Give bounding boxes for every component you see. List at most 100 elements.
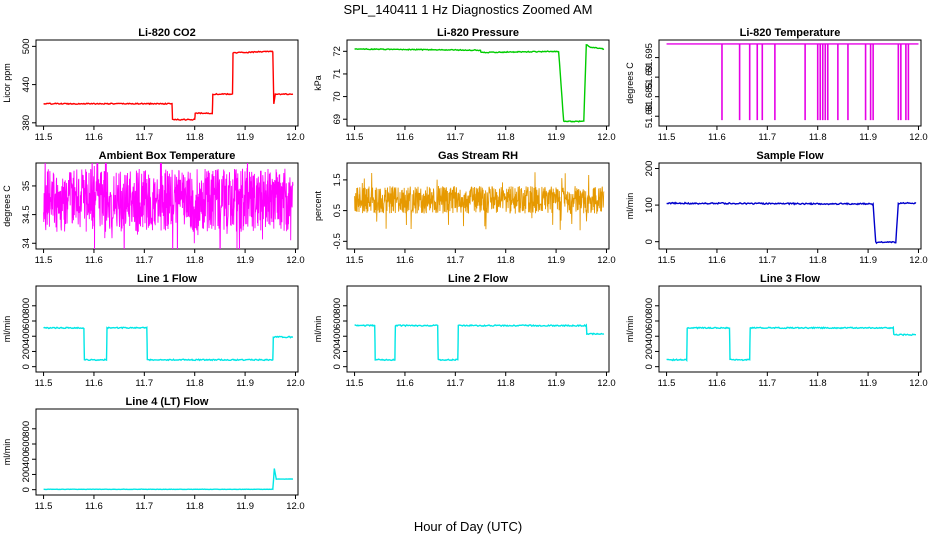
plot-frame: [35, 408, 299, 496]
panel-grid: Li-820 CO2 11.5 11.6 11.7 11.8 11.9 12.0 380 440…: [2, 27, 928, 512]
y-tick-label: 35: [21, 181, 32, 192]
x-tick-label: 11.8: [186, 132, 204, 143]
y-tick-label: 51.695: [644, 43, 655, 72]
y-tick-label: 440: [21, 77, 32, 93]
y-tick-label: 400: [21, 328, 32, 344]
plot-frame: [658, 39, 922, 127]
x-tick-label: 11.8: [809, 378, 827, 389]
x-tick-label: 12.0: [286, 378, 305, 389]
y-tick-label: 600: [644, 313, 655, 329]
series-group: [666, 43, 919, 121]
x-tick-label: 11.6: [85, 132, 103, 143]
y-tick-label: 0.5: [332, 204, 343, 217]
y-tick-label: 70: [332, 91, 343, 102]
y-tick-label: 400: [21, 451, 32, 467]
figure-title: SPL_140411 1 Hz Diagnostics Zoomed AM: [343, 2, 592, 17]
y-tick-label: 600: [21, 436, 32, 452]
x-tick-label: 11.5: [35, 132, 53, 143]
y-axis-label: kPa: [313, 75, 323, 91]
x-tick-label: 11.9: [236, 132, 254, 143]
x-tick-label: 11.9: [859, 132, 877, 143]
x-axis-label: Hour of Day (UTC): [414, 519, 522, 534]
series-group: [43, 50, 294, 121]
x-tick-label: 11.6: [708, 132, 726, 143]
x-tick-label: 12.0: [909, 132, 928, 143]
x-tick-label: 11.9: [547, 378, 565, 389]
y-tick-label: 51.685: [644, 82, 655, 111]
y-tick-label: 0: [21, 487, 32, 492]
y-tick-label: 0: [332, 364, 343, 369]
series-group: [354, 172, 605, 231]
y-axis-label: ml/min: [313, 316, 323, 343]
x-tick-label: 12.0: [286, 132, 305, 143]
x-tick-label: 11.7: [135, 501, 153, 512]
y-axis-label: ml/min: [2, 439, 12, 466]
y-tick-label: 200: [332, 344, 343, 360]
plot-frame: [658, 162, 922, 250]
x-tick-label: 12.0: [597, 255, 616, 266]
x-tick-label: 11.8: [186, 255, 204, 266]
y-tick-label: 500: [21, 38, 32, 54]
series-line: [43, 326, 294, 362]
plot-frame: [35, 162, 299, 250]
x-tick-label: 11.5: [35, 501, 53, 512]
y-tick-label: 100: [644, 197, 655, 213]
x-tick-label: 11.5: [658, 378, 676, 389]
chart-panel-3: Li-820 Temperature 11.5 11.6 11.7 11.8 11.9 12…: [625, 27, 928, 143]
y-tick-label: 200: [644, 344, 655, 360]
chart-title: Li-820 CO2: [138, 27, 195, 39]
series-group: [43, 468, 294, 491]
x-tick-label: 11.5: [35, 378, 53, 389]
chart-panel-1: Li-820 CO2 11.5 11.6 11.7 11.8 11.9 12.0 380 440…: [2, 27, 305, 143]
chart-panel-8: Line 2 Flow 11.5 11.6 11.7 11.8 11.9 12.0 0 2004…: [313, 273, 616, 389]
y-axis-label: degrees C: [625, 62, 635, 104]
chart-title: Sample Flow: [756, 150, 824, 162]
x-tick-label: 12.0: [909, 255, 928, 266]
chart-title: Li-820 Pressure: [437, 27, 519, 39]
x-tick-label: 11.9: [859, 255, 877, 266]
y-tick-label: 51.69: [644, 65, 655, 89]
x-tick-label: 11.7: [758, 255, 776, 266]
series-line: [666, 325, 916, 363]
chart-title: Line 1 Flow: [137, 273, 197, 285]
y-tick-label: 800: [21, 298, 32, 314]
x-tick-label: 11.7: [135, 132, 153, 143]
x-tick-label: 12.0: [597, 378, 616, 389]
x-tick-label: 11.5: [658, 255, 676, 266]
y-tick-label: 1.5: [332, 173, 343, 186]
series-line: [43, 163, 294, 249]
series-line: [354, 172, 605, 231]
chart-panel-4: Ambient Box Temperature 11.5 11.6 11.7 11.8 1…: [2, 150, 305, 266]
plot-frame: [346, 39, 610, 127]
chart-title: Line 4 (LT) Flow: [126, 396, 209, 408]
plot-frame: [346, 162, 610, 250]
y-tick-label: 0: [644, 364, 655, 369]
y-tick-label: 200: [21, 467, 32, 483]
y-tick-label: 0: [21, 364, 32, 369]
x-tick-label: 11.8: [497, 378, 515, 389]
chart-panel-9: Line 3 Flow 11.5 11.6 11.7 11.8 11.9 12.0 0 2004…: [625, 273, 928, 389]
x-tick-label: 11.6: [85, 378, 103, 389]
x-tick-label: 11.7: [135, 255, 153, 266]
series-line: [354, 44, 605, 123]
y-tick-label: 400: [644, 328, 655, 344]
x-tick-label: 11.7: [758, 132, 776, 143]
y-tick-label: 200: [644, 161, 655, 177]
series-group: [43, 163, 294, 249]
x-tick-label: 11.5: [346, 132, 364, 143]
y-tick-label: 51.68: [644, 104, 655, 128]
chart-title: Li-820 Temperature: [740, 27, 841, 39]
y-tick-label: 69: [332, 114, 343, 125]
y-tick-label: 34.5: [21, 205, 32, 224]
chart-panel-10: Line 4 (LT) Flow 11.5 11.6 11.7 11.8 11.9 12.0…: [2, 396, 305, 512]
x-tick-label: 11.7: [446, 132, 464, 143]
x-tick-label: 11.8: [809, 132, 827, 143]
y-tick-label: 380: [21, 115, 32, 131]
y-axis-label: ml/min: [625, 316, 635, 343]
x-tick-label: 12.0: [597, 132, 616, 143]
plot-frame: [346, 285, 610, 373]
x-tick-label: 11.5: [346, 255, 364, 266]
series-line: [666, 201, 917, 245]
chart-panel-5: Gas Stream RH 11.5 11.6 11.7 11.8 11.9 12.0 -0.…: [313, 150, 616, 266]
